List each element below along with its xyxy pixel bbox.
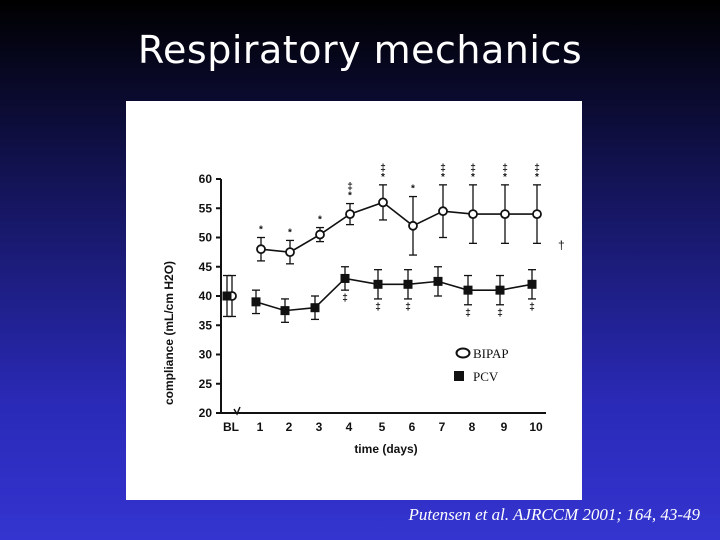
significance-mark: * <box>503 172 507 183</box>
significance-mark: ‡ <box>502 163 508 174</box>
data-point <box>251 297 261 307</box>
significance-mark: * <box>535 172 539 183</box>
legend-pcv-marker <box>454 371 464 381</box>
data-point <box>403 279 413 289</box>
x-tick-label: 3 <box>316 420 323 434</box>
y-tick-label: 60 <box>199 172 213 186</box>
y-tick-label: 55 <box>199 201 213 215</box>
data-point <box>438 206 448 217</box>
y-axis-label: compliance (mL/cm H2O) <box>162 261 176 405</box>
data-point <box>468 209 478 219</box>
citation: Putensen et al. AJRCCM 2001; 164, 43-49 <box>408 505 700 524</box>
x-axis-label: time (days) <box>354 442 417 456</box>
data-point <box>378 197 388 208</box>
significance-mark: ‡ <box>465 308 471 319</box>
pcv-series-line <box>255 277 533 312</box>
significance-mark: ‡ <box>534 163 540 174</box>
significance-mark: * <box>381 172 385 183</box>
significance-mark: ‡ <box>405 302 411 313</box>
legend-bipap-label: BIPAP <box>473 346 509 361</box>
side-annotation: † <box>558 238 565 252</box>
legend-bipap-marker <box>455 347 471 359</box>
significance-mark: ‡ <box>380 163 386 174</box>
y-tick-label: 35 <box>199 318 213 332</box>
significance-mark: ‡ <box>375 302 381 313</box>
y-tick-label: 40 <box>199 289 213 303</box>
x-tick-label: BL <box>223 420 239 434</box>
data-point <box>527 279 537 289</box>
bipap-series-line <box>260 201 537 253</box>
y-tick-label: 30 <box>199 348 213 362</box>
data-point <box>433 276 443 286</box>
x-tick-label: 6 <box>409 420 416 434</box>
x-tick-label: 7 <box>439 420 446 434</box>
significance-mark: ‡ <box>342 293 348 304</box>
x-tick-label: 5 <box>379 420 386 434</box>
data-point <box>280 306 290 316</box>
x-tick-label: 10 <box>529 420 543 434</box>
figure-panel: 20 25 30 35 40 45 50 55 60 BL 1 2 3 4 5 6 7 8 9 10 † * * * ‡ * ‡ *… <box>126 101 582 500</box>
significance-mark: * <box>318 215 322 226</box>
significance-mark: * <box>411 184 415 195</box>
y-tick-label: 45 <box>199 260 213 274</box>
significance-mark: * <box>441 172 445 183</box>
data-point <box>532 209 542 219</box>
baseline-mark <box>233 406 241 416</box>
y-tick-label: 25 <box>199 377 213 391</box>
data-point <box>256 244 266 255</box>
data-point <box>373 279 383 289</box>
data-point <box>500 209 510 219</box>
data-point <box>315 229 325 240</box>
significance-mark: ‡ <box>470 163 476 174</box>
data-point <box>222 291 232 301</box>
y-tick-label: 50 <box>199 231 213 245</box>
x-tick-label: 2 <box>286 420 293 434</box>
y-tick-label: 20 <box>199 406 213 420</box>
significance-mark: * <box>471 172 475 183</box>
x-tick-label: 4 <box>346 420 353 434</box>
x-tick-label: 1 <box>257 420 264 434</box>
significance-mark: * <box>348 191 352 202</box>
significance-mark: * <box>288 227 292 238</box>
significance-mark: ‡ <box>497 308 503 319</box>
data-point <box>463 285 473 295</box>
data-point <box>408 220 418 231</box>
data-point <box>310 303 320 313</box>
significance-mark: ‡ <box>529 302 535 313</box>
x-tick-label: 9 <box>501 420 508 434</box>
significance-mark: * <box>259 225 263 236</box>
x-tick-label: 8 <box>469 420 476 434</box>
significance-mark: ‡ <box>440 163 446 174</box>
data-point <box>285 247 295 258</box>
legend-pcv-label: PCV <box>473 369 499 384</box>
data-point <box>495 285 505 295</box>
significance-mark: ‡ <box>347 182 353 193</box>
slide-title: Respiratory mechanics <box>137 28 583 72</box>
data-point <box>340 273 350 283</box>
data-point <box>345 209 355 219</box>
